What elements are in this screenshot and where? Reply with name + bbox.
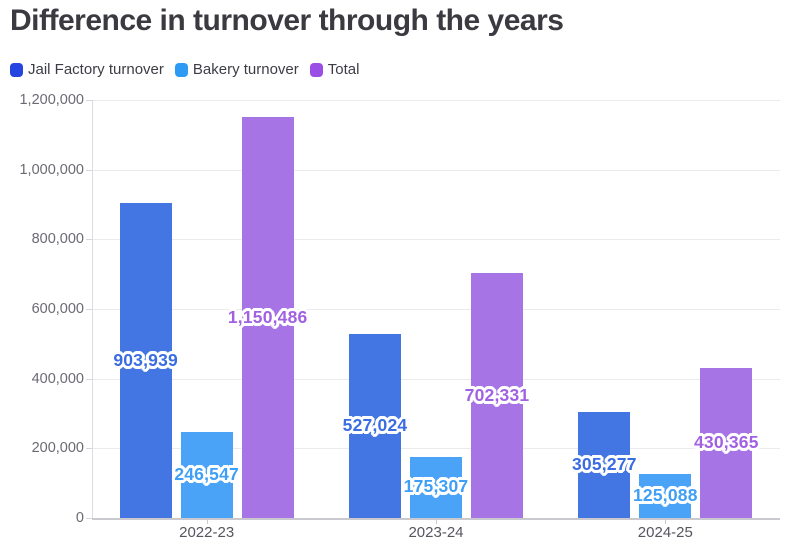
y-axis-tick bbox=[86, 448, 92, 450]
y-axis-tick bbox=[86, 309, 92, 310]
legend: Jail Factory turnover Bakery turnover Tota… bbox=[10, 61, 359, 78]
bar-jail-factory-turnover-2023-24 bbox=[349, 334, 401, 518]
gridline bbox=[92, 169, 780, 171]
y-axis-tick-label: 600,000 bbox=[31, 301, 84, 317]
y-axis-tick-label: 800,000 bbox=[31, 231, 84, 248]
legend-item-total: Total bbox=[309, 61, 360, 78]
y-axis-tick bbox=[86, 378, 92, 380]
legend-item-bakery-turnover: Bakery turnover bbox=[174, 61, 299, 78]
gridline bbox=[92, 309, 780, 310]
bar-value-label-total-2022-23: 1,150,486 bbox=[227, 306, 308, 327]
bar-bakery-turnover-2022-23 bbox=[180, 432, 233, 518]
y-axis-tick bbox=[86, 239, 92, 241]
bar-bakery-turnover-2023-24 bbox=[410, 456, 462, 518]
legend-item-jail-factory-turnover: Jail Factory turnover bbox=[10, 61, 164, 78]
bar-value-label-bakery-turnover-2023-24: 175,307 bbox=[403, 476, 469, 497]
x-axis-label-2023-24: 2023-24 bbox=[408, 524, 464, 541]
bar-total-2022-23 bbox=[241, 117, 294, 518]
legend-swatch-icon bbox=[174, 62, 188, 77]
bar-value-label-bakery-turnover-2024-25: 125,088 bbox=[632, 485, 698, 506]
legend-label: Total bbox=[327, 61, 360, 78]
gridline bbox=[92, 100, 780, 101]
bar-value-label-jail-factory-turnover-2023-24: 527,024 bbox=[342, 415, 408, 436]
x-axis-label-2022-23: 2022-23 bbox=[179, 524, 235, 541]
y-axis-tick-label: 1,000,000 bbox=[19, 161, 84, 178]
legend-swatch-icon bbox=[10, 62, 23, 77]
gridline bbox=[92, 448, 780, 450]
bar-value-label-jail-factory-turnover-2024-25: 305,277 bbox=[571, 453, 637, 474]
legend-label: Bakery turnover bbox=[192, 61, 299, 78]
chart-title: Difference in turnover through the years bbox=[10, 4, 564, 37]
bar-value-label-bakery-turnover-2022-23: 246,547 bbox=[174, 464, 239, 485]
bar-value-label-total-2023-24: 702,331 bbox=[464, 384, 530, 405]
gridline bbox=[92, 378, 780, 380]
bar-jail-factory-turnover-2022-23 bbox=[119, 203, 172, 518]
bar-jail-factory-turnover-2024-25 bbox=[578, 411, 631, 518]
y-axis-tick bbox=[86, 100, 92, 101]
bar-bakery-turnover-2024-25 bbox=[639, 474, 692, 518]
y-axis-tick-label: 200,000 bbox=[31, 440, 84, 457]
legend-swatch-icon bbox=[309, 62, 323, 77]
y-axis-tick bbox=[86, 169, 92, 171]
y-axis-tick bbox=[86, 518, 92, 519]
x-axis-tick bbox=[665, 519, 667, 524]
x-axis-tick bbox=[206, 519, 208, 524]
y-axis-line bbox=[92, 100, 93, 518]
y-axis-tick-label: 1,200,000 bbox=[19, 92, 84, 108]
bar-total-2024-25 bbox=[700, 368, 753, 518]
x-axis-line bbox=[92, 518, 780, 520]
bar-value-label-total-2024-25: 430,365 bbox=[693, 432, 759, 453]
gridline bbox=[92, 239, 780, 241]
y-axis-tick-label: 0 bbox=[75, 510, 84, 526]
bar-value-label-jail-factory-turnover-2022-23: 903,939 bbox=[113, 349, 178, 370]
x-axis-label-2024-25: 2024-25 bbox=[637, 524, 693, 541]
bar-total-2023-24 bbox=[471, 273, 523, 518]
legend-label: Jail Factory turnover bbox=[28, 61, 164, 78]
y-axis-tick-label: 400,000 bbox=[31, 370, 84, 387]
x-axis-tick bbox=[436, 519, 437, 524]
